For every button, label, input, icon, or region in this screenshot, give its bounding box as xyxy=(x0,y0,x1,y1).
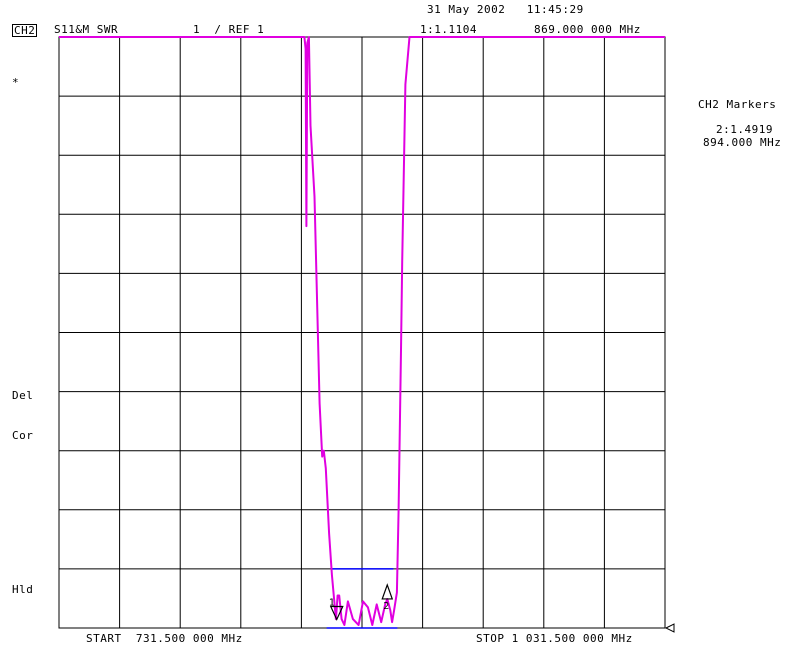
reference-arrow-icon xyxy=(664,623,675,633)
start-frequency: START 731.500 000 MHz xyxy=(86,632,243,645)
limit-lines xyxy=(326,568,398,629)
channel-label: CH2 xyxy=(12,24,38,37)
markers-panel-value: 2:1.4919 xyxy=(716,123,773,136)
stop-frequency: STOP 1 031.500 000 MHz xyxy=(476,632,633,645)
marker-readout-freq: 869.000 000 MHz xyxy=(534,23,641,36)
scale-ref-label: 1 / REF 1 xyxy=(193,23,265,36)
cor-annotation: Cor xyxy=(12,429,34,442)
marker-1-label: 1 xyxy=(329,597,335,608)
marker-1-icon xyxy=(329,605,344,621)
swr-trace xyxy=(59,36,665,626)
marker-2-label: 2 xyxy=(383,601,389,612)
del-annotation: Del xyxy=(12,389,34,402)
marker-readout-value: 1:1.1104 xyxy=(420,23,477,36)
marker-2-icon xyxy=(381,583,394,600)
hld-annotation: Hld xyxy=(12,583,34,596)
chart-grid xyxy=(58,36,666,629)
datetime: 31 May 2002 11:45:29 xyxy=(427,3,584,16)
trace-layer xyxy=(59,36,665,626)
markers-panel-title: CH2 Markers xyxy=(698,98,777,111)
measurement-label: S11&M SWR xyxy=(54,23,119,36)
markers-panel-freq: 894.000 MHz xyxy=(703,136,782,149)
star-annotation: * xyxy=(12,76,20,89)
